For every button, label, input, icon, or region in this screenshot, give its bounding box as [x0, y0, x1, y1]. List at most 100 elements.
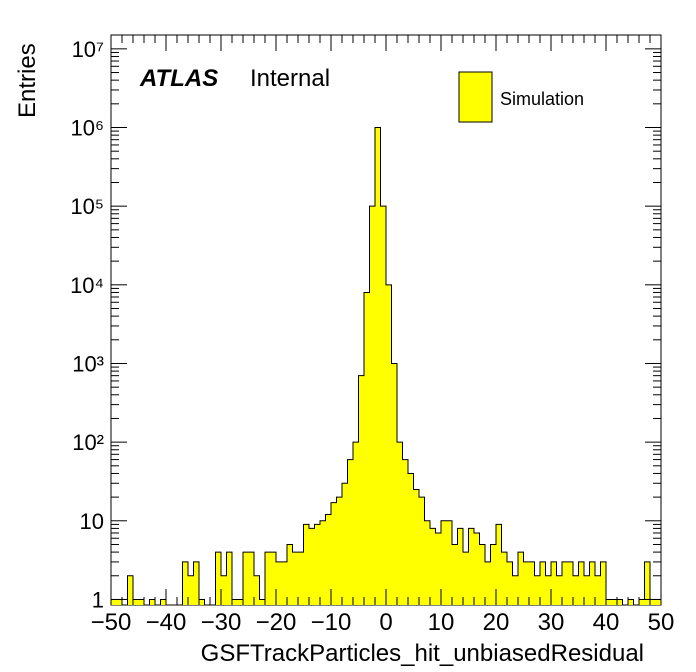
histogram-bar: [149, 599, 155, 605]
y-tick-labels: 1 10 10² 10³ 10⁴ 10⁵ 10⁶ 10⁷: [70, 37, 104, 613]
y-axis-label: Entries: [14, 43, 41, 118]
histogram-bar: [545, 575, 551, 605]
x-tick-label: 0: [379, 609, 392, 636]
histogram-bar: [320, 520, 326, 605]
histogram-bar: [276, 561, 282, 605]
histogram-bar: [133, 599, 139, 605]
y-tick-label: 10: [80, 509, 104, 534]
histogram-bar: [490, 544, 496, 605]
histogram-bar: [424, 520, 430, 605]
histogram-bar: [160, 599, 166, 605]
histogram-bar: [193, 561, 199, 605]
histogram-bar: [248, 552, 254, 605]
histogram-bar: [259, 599, 265, 605]
x-tick-label: −20: [256, 609, 297, 636]
histogram-bar: [650, 599, 656, 605]
histogram-bar: [501, 552, 507, 605]
x-tick-label: −30: [201, 609, 242, 636]
histogram-bar: [551, 561, 557, 605]
histogram-bar: [391, 363, 397, 605]
histogram-bar: [111, 599, 117, 605]
histogram-bar: [435, 532, 441, 605]
histogram-bar: [325, 514, 331, 605]
histogram-bar: [237, 599, 243, 605]
histogram-bar: [182, 561, 188, 605]
histogram-bar: [419, 497, 425, 605]
internal-label: Internal: [250, 65, 330, 92]
histogram-bar: [364, 292, 370, 605]
histogram-bar: [600, 561, 606, 605]
histogram-bar: [226, 552, 232, 605]
histogram-bar: [287, 544, 293, 605]
histogram-bar: [342, 483, 348, 605]
histogram-bar: [573, 575, 579, 605]
histogram-bar: [644, 561, 650, 605]
histogram-bar: [116, 599, 122, 605]
histogram-bar: [578, 561, 584, 605]
histogram-bar: [232, 599, 238, 605]
histogram-bar: [138, 599, 144, 605]
histogram-bar: [386, 284, 392, 605]
y-axis-ticks: [111, 48, 661, 600]
x-axis-label: GSFTrackParticles_hit_unbiasedResidual: [201, 640, 644, 667]
histogram-bar: [369, 206, 375, 605]
histogram-bar: [655, 599, 661, 605]
histogram-bar: [463, 552, 469, 605]
histogram-bar: [408, 473, 414, 605]
histogram-bar: [595, 575, 601, 605]
x-tick-label: −50: [91, 609, 132, 636]
histogram-bar: [292, 552, 298, 605]
y-tick-label: 10²: [72, 430, 104, 455]
x-tick-label: 20: [483, 609, 510, 636]
histogram-bar: [441, 520, 447, 605]
x-tick-label: 30: [538, 609, 565, 636]
histogram-bar: [243, 552, 249, 605]
histogram-bar: [413, 489, 419, 605]
histogram-bar: [507, 561, 513, 605]
histogram-bar: [540, 561, 546, 605]
histogram-bar: [298, 552, 304, 605]
histogram-bar: [534, 575, 540, 605]
y-tick-label: 10⁶: [70, 116, 104, 141]
histogram-bar: [512, 575, 518, 605]
histogram-bar: [265, 552, 271, 605]
histogram-bar: [474, 532, 480, 605]
histogram-bar: [606, 599, 612, 605]
histogram-bar: [523, 561, 529, 605]
histogram-bar: [303, 524, 309, 605]
histogram-bar: [584, 575, 590, 605]
histogram-bar: [479, 544, 485, 605]
y-tick-label: 1: [92, 587, 104, 612]
histogram-bar: [402, 459, 408, 605]
histogram-bar: [589, 561, 595, 605]
histogram-bar: [617, 599, 623, 605]
y-tick-label: 10³: [72, 351, 104, 376]
histogram-bar: [221, 575, 227, 605]
histogram-bar: [215, 552, 221, 605]
legend-label: Simulation: [500, 89, 584, 109]
x-tick-labels: −50 −40 −30 −20 −10 0 10 20 30 40 50: [91, 609, 675, 636]
histogram-bar: [347, 459, 353, 605]
histogram-bar: [375, 127, 381, 605]
y-tick-label: 10⁷: [72, 37, 104, 62]
histogram-bar: [496, 524, 502, 605]
histogram-bar: [254, 575, 260, 605]
histogram-bar: [336, 497, 342, 605]
histogram-bar: [358, 375, 364, 605]
x-tick-label: −40: [146, 609, 187, 636]
histogram-bar: [485, 561, 491, 605]
atlas-label: ATLAS: [139, 65, 218, 92]
histogram-bars: [111, 127, 661, 605]
x-tick-label: −10: [311, 609, 352, 636]
histogram-bar: [457, 528, 463, 605]
histogram-bar: [314, 524, 320, 605]
histogram-bar: [127, 575, 133, 605]
histogram-bar: [270, 552, 276, 605]
histogram-bar: [567, 561, 573, 605]
histogram-bar: [199, 599, 205, 605]
histogram-bar: [188, 575, 194, 605]
histogram-bar: [628, 599, 634, 605]
y-tick-label: 10⁴: [70, 273, 104, 298]
histogram-bar: [518, 552, 524, 605]
